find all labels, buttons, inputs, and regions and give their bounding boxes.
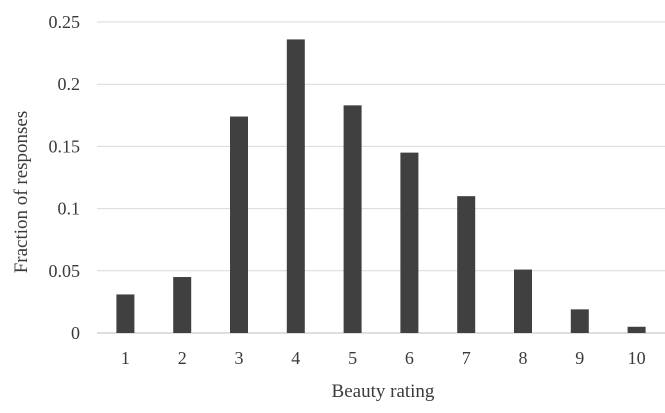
bar-3	[230, 116, 248, 333]
y-tick-labels: 0 0.05 0.1 0.15 0.2 0.25	[49, 12, 81, 343]
bar-5	[343, 105, 362, 334]
x-tick-label: 1	[121, 348, 130, 368]
bar-8	[514, 269, 532, 333]
bar-9	[570, 309, 589, 333]
x-tick-label: 9	[575, 348, 584, 368]
y-tick-label: 0.15	[49, 136, 81, 156]
gridlines	[97, 21, 665, 334]
x-tick-label: 6	[405, 348, 414, 368]
x-tick-label: 8	[519, 348, 528, 368]
bar-6	[400, 152, 419, 333]
x-axis-title: Beauty rating	[332, 381, 435, 402]
x-tick-label: 7	[462, 348, 471, 368]
bar-2	[173, 277, 192, 333]
y-axis-title: Fraction of responses	[11, 111, 32, 274]
x-tick-label: 5	[348, 348, 357, 368]
x-tick-labels: 1 2 3 4 5 6 7 8 9 10	[121, 348, 646, 368]
x-tick-label: 2	[178, 348, 187, 368]
x-tick-label: 4	[291, 348, 300, 368]
bar-4	[286, 39, 305, 333]
bars	[116, 39, 646, 334]
bar-7	[457, 196, 476, 333]
bar-10	[627, 326, 646, 333]
y-tick-label: 0.25	[49, 12, 81, 32]
x-tick-label: 3	[235, 348, 244, 368]
y-tick-label: 0.05	[49, 261, 81, 281]
x-tick-label: 10	[628, 348, 646, 368]
y-tick-label: 0	[71, 323, 80, 343]
y-tick-label: 0.2	[58, 74, 81, 94]
bar-1	[116, 294, 135, 333]
y-tick-label: 0.1	[58, 199, 81, 219]
